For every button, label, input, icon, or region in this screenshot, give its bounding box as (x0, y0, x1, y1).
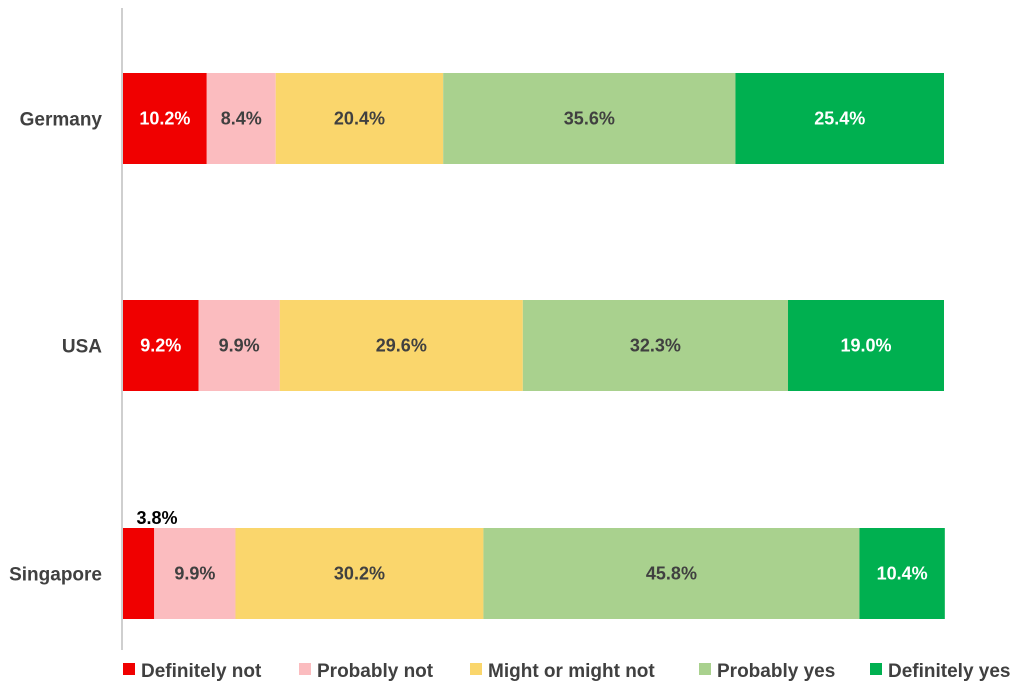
bar-germany-probably-yes (443, 73, 736, 164)
data-label-usa-probably-not: 9.9% (219, 336, 260, 356)
data-label-germany-might-or-might-not: 20.4% (334, 109, 385, 129)
bars-group: 10.2% 8.4% 20.4% 35.6% 25.4% 9.2% 9.9% 29.6% 32.… (123, 73, 945, 619)
legend-swatch-definitely-not (123, 663, 135, 675)
legend-item-definitely-not: Definitely not (123, 661, 262, 682)
legend-swatch-probably-yes (699, 663, 711, 675)
legend-item-probably-not: Probably not (299, 661, 434, 682)
legend-swatch-probably-not (299, 663, 311, 675)
bar-germany-might-or-might-not (275, 73, 444, 164)
bar-usa-probably-yes (522, 300, 789, 391)
data-label-germany-definitely-not: 10.2% (139, 109, 190, 129)
bar-germany-probably-not (206, 73, 276, 164)
data-label-usa-might-or-might-not: 29.6% (376, 336, 427, 356)
bar-usa-definitely-yes (788, 300, 944, 391)
legend-item-probably-yes: Probably yes (699, 661, 835, 682)
data-label-usa-probably-yes: 32.3% (630, 336, 681, 356)
bar-singapore-probably-not (154, 528, 236, 619)
legend-label-might-or-might-not: Might or might not (488, 661, 655, 682)
legend-item-might-or-might-not: Might or might not (470, 661, 655, 682)
bar-usa-definitely-not (123, 300, 199, 391)
bar-germany-definitely-not (123, 73, 207, 164)
legend-swatch-definitely-yes (870, 663, 882, 675)
bar-usa-might-or-might-not (279, 300, 523, 391)
legend-label-probably-not: Probably not (317, 661, 434, 682)
category-label-singapore: Singapore (9, 565, 102, 586)
data-label-singapore-probably-not: 9.9% (174, 564, 215, 584)
legend-label-definitely-not: Definitely not (141, 661, 262, 682)
data-label-singapore-definitely-yes: 10.4% (877, 564, 928, 584)
data-label-singapore-definitely-not: 3.8% (136, 508, 177, 528)
bar-singapore-probably-yes (483, 528, 860, 619)
data-label-germany-definitely-yes: 25.4% (814, 109, 865, 129)
legend-item-definitely-yes: Definitely yes (870, 661, 1011, 682)
data-label-germany-probably-not: 8.4% (221, 109, 262, 129)
legend: Definitely not Probably not Might or might… (123, 661, 1011, 682)
data-label-singapore-probably-yes: 45.8% (646, 564, 697, 584)
data-label-usa-definitely-yes: 19.0% (840, 336, 891, 356)
bar-singapore-definitely-not (123, 528, 155, 619)
bar-singapore-definitely-yes (859, 528, 945, 619)
legend-label-definitely-yes: Definitely yes (888, 661, 1011, 682)
data-label-germany-probably-yes: 35.6% (564, 109, 615, 129)
category-labels: Germany USA Singapore (9, 110, 102, 586)
data-label-usa-definitely-not: 9.2% (140, 336, 181, 356)
bar-singapore-might-or-might-not (235, 528, 484, 619)
category-label-usa: USA (62, 337, 102, 358)
bar-germany-definitely-yes (735, 73, 944, 164)
legend-swatch-might-or-might-not (470, 663, 482, 675)
data-label-singapore-might-or-might-not: 30.2% (334, 564, 385, 584)
category-label-germany: Germany (20, 110, 103, 131)
legend-label-probably-yes: Probably yes (717, 661, 835, 682)
bar-usa-probably-not (198, 300, 280, 391)
